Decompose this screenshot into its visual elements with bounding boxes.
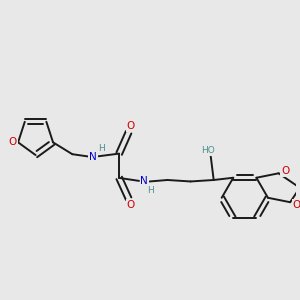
Text: H: H [99, 144, 105, 153]
Text: HO: HO [202, 146, 215, 155]
Text: O: O [127, 200, 135, 210]
Text: N: N [140, 176, 148, 187]
Text: H: H [148, 186, 154, 195]
Text: N: N [89, 152, 97, 162]
Text: O: O [127, 121, 135, 131]
Text: O: O [9, 137, 17, 147]
Text: O: O [292, 200, 300, 210]
Text: O: O [281, 166, 289, 176]
